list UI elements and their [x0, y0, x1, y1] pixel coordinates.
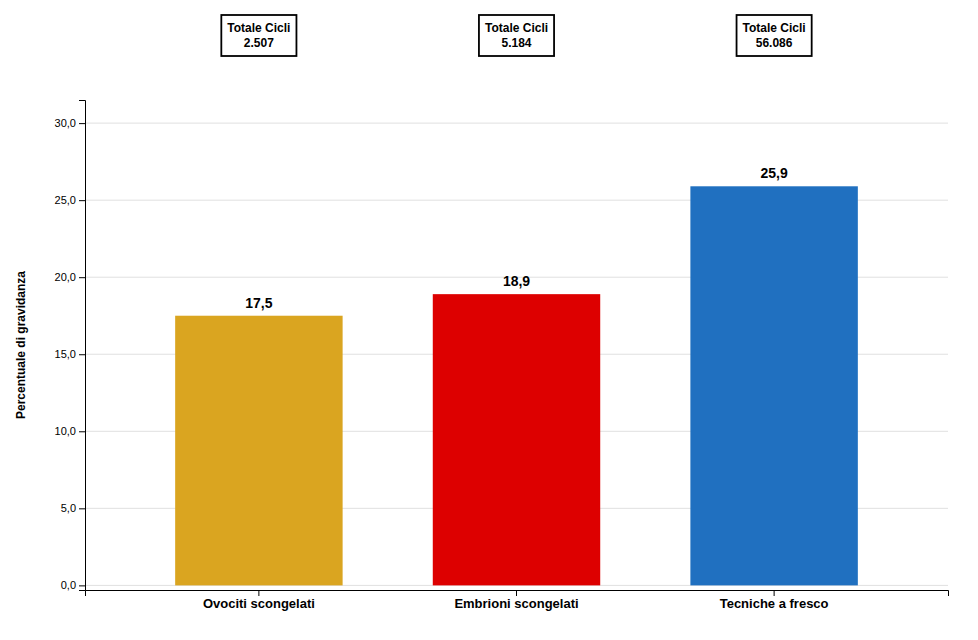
y-tick-label: 20,0 [55, 271, 76, 283]
x-tick-mark [516, 590, 517, 596]
data-label: 17,5 [245, 295, 272, 311]
annotation-text: Totale Cicli2.507 [227, 21, 290, 50]
annotation-line: 5.184 [501, 36, 531, 50]
x-tick: Tecniche a fresco [720, 590, 829, 611]
y-axis-title: Percentuale di gravidanza [14, 271, 28, 419]
x-tick-mark [258, 590, 259, 596]
annotation: Totale Cicli2.507 [221, 15, 296, 56]
y-tick-label: 10,0 [55, 425, 76, 437]
x-tick-label: Tecniche a fresco [720, 596, 829, 611]
bar [690, 186, 857, 585]
y-tick-label: 30,0 [55, 117, 76, 129]
y-tick-label: 15,0 [55, 348, 76, 360]
y-tick-mark [79, 354, 85, 355]
data-label: 25,9 [760, 165, 787, 181]
annotation: Totale Cicli5.184 [479, 15, 554, 56]
y-tick: 0,0 [61, 579, 85, 591]
annotation-box [221, 15, 296, 56]
y-tick: 15,0 [55, 348, 85, 360]
annotations: Totale Cicli2.507Totale Cicli5.184Totale… [221, 15, 811, 56]
y-tick-mark [79, 585, 85, 586]
data-labels: 17,5 18,9 25,9 [245, 165, 788, 310]
y-tick-label: 0,0 [61, 579, 76, 591]
y-tick-mark [79, 200, 85, 201]
y-tick-label: 5,0 [61, 502, 76, 514]
bar [175, 316, 342, 586]
annotation-line: Totale Cicli [743, 21, 806, 35]
grid [85, 123, 948, 585]
y-tick-mark [79, 508, 85, 509]
y-tick: 10,0 [55, 425, 85, 437]
annotation: Totale Cicli56.086 [737, 15, 812, 56]
annotation-box [737, 15, 812, 56]
y-tick: 5,0 [61, 502, 85, 514]
y-axis-line [79, 101, 86, 591]
plot: 0,0 5,0 10,0 15,0 20,0 25,0 30,0 Ovociti sconge… [14, 101, 949, 612]
y-tick-mark [79, 277, 85, 278]
y-tick-label: 25,0 [55, 194, 76, 206]
data-label: 18,9 [503, 273, 530, 289]
x-axis-line [86, 591, 949, 597]
x-axis: Ovociti scongelati Embrioni scongelati Tec… [86, 590, 949, 611]
y-tick: 25,0 [55, 194, 85, 206]
x-tick-mark [774, 590, 775, 596]
annotation-line: Totale Cicli [485, 21, 548, 35]
y-tick: 20,0 [55, 271, 85, 283]
annotation-line: 56.086 [756, 36, 793, 50]
grid-line [85, 123, 948, 124]
y-tick-mark [79, 123, 85, 124]
y-tick: 30,0 [55, 117, 85, 129]
x-tick: Ovociti scongelati [203, 590, 315, 611]
annotation-text: Totale Cicli56.086 [743, 21, 806, 50]
y-axis: 0,0 5,0 10,0 15,0 20,0 25,0 30,0 [55, 101, 86, 592]
annotation-box [479, 15, 554, 56]
annotation-line: 2.507 [244, 36, 274, 50]
bars [175, 186, 858, 585]
chart: 0,0 5,0 10,0 15,0 20,0 25,0 30,0 Ovociti sconge… [0, 0, 978, 640]
annotation-text: Totale Cicli5.184 [485, 21, 548, 50]
x-tick: Embrioni scongelati [454, 590, 578, 611]
x-tick-label: Ovociti scongelati [203, 596, 315, 611]
y-tick-mark [79, 431, 85, 432]
annotation-line: Totale Cicli [227, 21, 290, 35]
bar [433, 294, 600, 585]
x-tick-label: Embrioni scongelati [454, 596, 578, 611]
